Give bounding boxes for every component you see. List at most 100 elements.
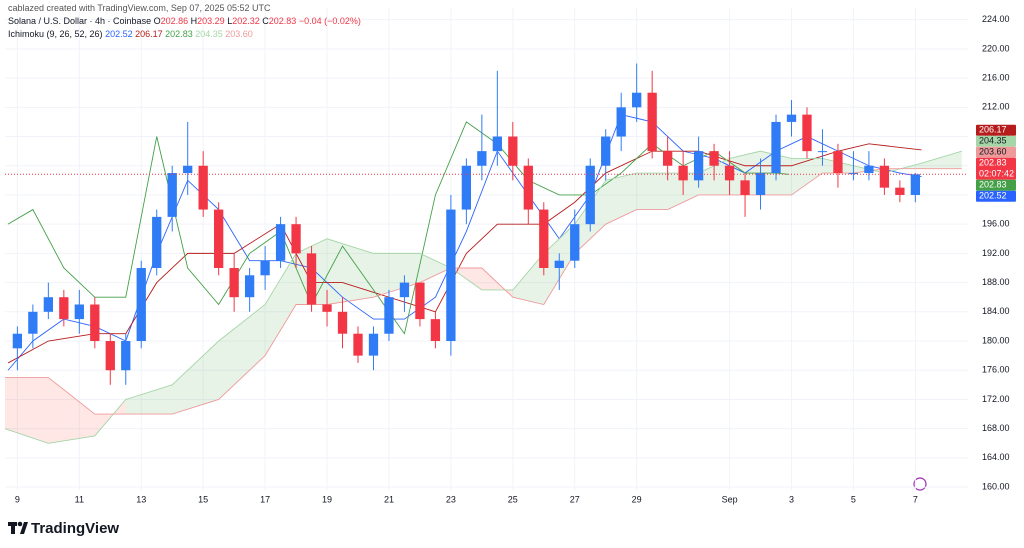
candle-body [755,173,766,195]
cloud [512,253,544,305]
ohlc-value: 202.86 [160,16,189,26]
indicator-values: 202.52 206.17 202.83 204.35 203.60 [105,29,253,39]
cloud [636,173,668,210]
candle-body [632,92,642,108]
candle-body [724,165,735,181]
price-tag [976,124,1016,136]
y-tick-label: 196.00 [982,219,1010,229]
cloud [265,253,297,356]
candle-body [74,304,84,320]
candle-body [90,304,100,342]
price-tag-label: 204.35 [979,136,1007,146]
cloud [419,253,451,283]
candle-body [461,165,472,210]
candle-body [229,267,239,298]
x-tick-label: 5 [851,494,856,504]
candle-body [244,275,255,298]
ohlc-key: H [190,16,198,26]
y-tick-label: 192.00 [982,248,1010,258]
cloud [605,173,637,225]
x-tick-label: 21 [384,494,394,504]
x-tick-label: 29 [632,494,642,504]
ohlc-key: O [153,16,161,26]
header: cablazed created with TradingView.com, S… [8,2,361,41]
x-tick-label: 25 [508,494,518,504]
change: −0.04 (−0.02%) [298,16,361,26]
indicator-line [7,121,789,335]
cloud [373,253,420,298]
event-icon [913,477,927,491]
candle-body [678,165,688,181]
candle-body [198,165,208,210]
price-tag [976,146,1016,158]
indicator-value: 202.83 [165,29,193,39]
candle-body [105,341,115,371]
candle-body [523,165,533,210]
x-tick-label: 7 [913,494,918,504]
candle-body [167,173,177,217]
candle-body [771,121,781,174]
price-tag [976,179,1016,191]
candle-body [817,151,828,153]
candle-body [662,151,673,166]
candle-body [260,260,270,276]
cloud [48,377,95,444]
candle-body [275,224,286,261]
x-tick-label: 19 [322,494,332,504]
watermark: TradingView [31,520,119,537]
x-tick-label: 27 [570,494,580,504]
candle-body [786,114,797,122]
price-tag [976,157,1016,180]
candle-body [415,282,425,320]
candle-body [647,92,657,152]
y-tick-label: 184.00 [982,306,1010,316]
y-tick-label: 160.00 [982,481,1010,491]
y-tick-label: 224.00 [982,14,1010,24]
candle-body [368,333,379,356]
indicator-line: Ichimoku (9, 26, 52, 26) 202.52 206.17 2… [8,28,361,41]
candle-body [709,151,719,166]
x-tick-label: 3 [789,494,794,504]
cloud [218,304,266,400]
candle-body [895,187,905,195]
candle-body [693,151,704,181]
y-tick-label: 172.00 [982,394,1010,404]
candle-body [833,151,843,174]
symbol: Solana / U.S. Dollar · 4h · Coinbase [8,16,152,26]
logo-icon [8,521,28,534]
candle-body [910,174,921,195]
candle-body [291,224,301,254]
candle-body [306,253,317,305]
indicator: Ichimoku (9, 26, 52, 26) [8,29,103,39]
candle-body [353,333,363,356]
indicator-value: 206.17 [135,29,163,39]
cloud [327,238,374,305]
candle-body [802,114,812,152]
indicator-value: 204.35 [195,29,223,39]
indicator-value: 202.52 [105,29,133,39]
cloud [172,341,219,415]
candle-body [399,282,410,298]
y-tick-label: 164.00 [982,452,1010,462]
attribution: cablazed created with TradingView.com, S… [8,3,271,13]
candle-body [214,209,224,268]
candle-body [152,216,162,268]
price-tag-label: 202.83 [979,158,1007,168]
y-tick-label: 220.00 [982,43,1010,53]
candle-body [446,209,456,342]
candle-body [12,333,23,349]
price-tag-label: 202.52 [979,191,1007,201]
price-tag-label: 206.17 [979,125,1007,135]
candle-body [384,297,394,334]
x-tick-label: 9 [15,494,20,504]
y-tick-label: 180.00 [982,335,1010,345]
candle-body [322,304,332,312]
candle-body [508,136,518,166]
candle-body [554,260,564,268]
ohlc-key: C [262,16,269,26]
x-tick-label: 13 [136,494,146,504]
x-tick-label: 23 [446,494,456,504]
candle-body [864,165,874,174]
candle-body [539,209,549,268]
